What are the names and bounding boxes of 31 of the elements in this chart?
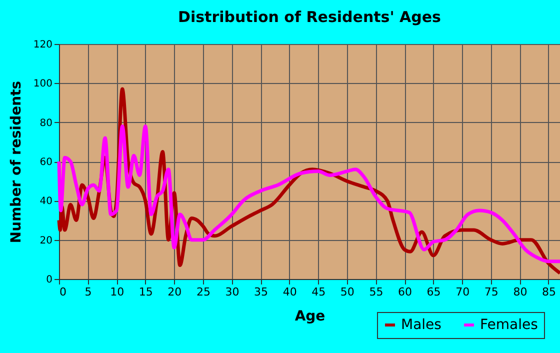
x-tick-label: 25 [196,286,210,298]
x-tick-label: 15 [138,286,153,298]
x-tick-label: 35 [254,286,268,298]
legend-label: Females [480,317,538,333]
x-tick-label: 55 [369,286,384,298]
y-axis-title: Number of residents [8,80,24,244]
y-tick-label: 100 [33,78,52,90]
x-tick-label: 60 [398,286,412,298]
x-tick-label: 50 [340,286,354,298]
x-tick-label: 65 [426,286,441,298]
x-tick-label: 0 [60,286,66,298]
x-axis-title: Age [294,308,326,324]
y-tick-label: 120 [33,40,52,50]
legend-label: Males [401,317,442,333]
y-tick-label: 0 [46,274,52,286]
line-series [57,124,560,264]
x-tick-label: 85 [542,286,556,298]
y-tick-label: 80 [40,118,52,129]
x-tick-label: 40 [282,286,297,298]
y-tick-label: 40 [40,196,52,208]
x-tick-label: 5 [84,286,92,298]
x-tick-label: 45 [312,286,326,298]
x-tick-label: 20 [168,286,182,298]
x-tick-label: 70 [456,286,470,298]
x-tick-label: 75 [484,286,498,298]
x-tick-label: 80 [513,286,528,298]
y-tick-label: 60 [40,157,52,168]
x-tick-label: 10 [110,286,124,298]
y-tick-label: 20 [40,235,52,246]
x-tick-label: 30 [225,286,240,298]
chart-title: Distribution of Residents' Ages [178,8,442,26]
